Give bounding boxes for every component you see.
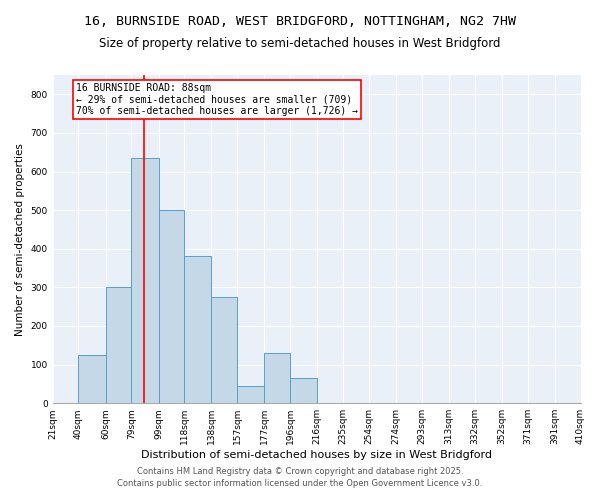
Y-axis label: Number of semi-detached properties: Number of semi-detached properties — [15, 142, 25, 336]
Text: 16, BURNSIDE ROAD, WEST BRIDGFORD, NOTTINGHAM, NG2 7HW: 16, BURNSIDE ROAD, WEST BRIDGFORD, NOTTI… — [84, 15, 516, 28]
Bar — [237, 386, 265, 403]
Text: Size of property relative to semi-detached houses in West Bridgford: Size of property relative to semi-detach… — [99, 38, 501, 51]
X-axis label: Distribution of semi-detached houses by size in West Bridgford: Distribution of semi-detached houses by … — [141, 450, 492, 460]
Bar — [158, 210, 184, 403]
Bar — [290, 378, 317, 403]
Bar — [106, 288, 131, 403]
Bar — [211, 297, 237, 403]
Text: 16 BURNSIDE ROAD: 88sqm
← 29% of semi-detached houses are smaller (709)
70% of s: 16 BURNSIDE ROAD: 88sqm ← 29% of semi-de… — [76, 82, 358, 116]
Bar — [265, 353, 290, 403]
Bar — [184, 256, 211, 403]
Text: Contains HM Land Registry data © Crown copyright and database right 2025.
Contai: Contains HM Land Registry data © Crown c… — [118, 466, 482, 487]
Bar — [131, 158, 158, 403]
Bar — [79, 355, 106, 403]
